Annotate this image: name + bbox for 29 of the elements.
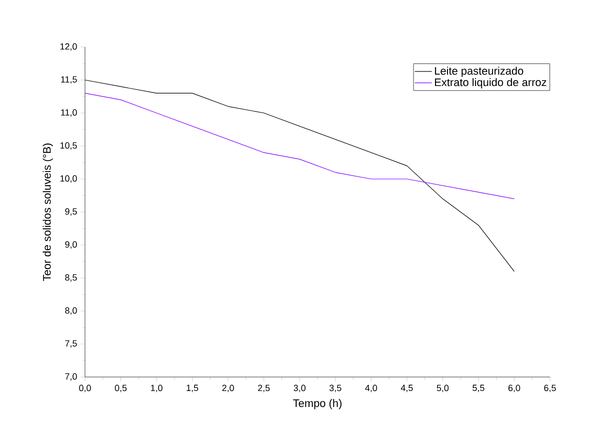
y-tick-label: 7,0 — [65, 373, 77, 381]
legend-label: Extrato liquido de arroz — [435, 78, 546, 88]
y-tick-label: 10,0 — [60, 175, 77, 183]
x-tick-label: 1,5 — [186, 384, 198, 392]
x-tick-label: 6,0 — [508, 384, 520, 392]
x-tick-label: 2,0 — [222, 384, 234, 392]
y-tick-label: 11,5 — [61, 76, 77, 84]
y-tick-label: 12,0 — [60, 43, 77, 51]
y-axis-title: Teor de solidos soluveis (°B) — [42, 144, 53, 281]
x-tick-label: 1,0 — [150, 384, 162, 392]
x-tick-label: 4,0 — [365, 384, 378, 392]
y-tick-label: 10,5 — [60, 142, 77, 150]
y-tick-label: 7,5 — [65, 340, 77, 348]
x-tick-label: 5,5 — [472, 384, 484, 392]
x-axis-title: Tempo (h) — [293, 399, 342, 410]
legend-label: Leite pasteurizado — [435, 66, 524, 77]
y-tick-label: 8,0 — [65, 307, 77, 315]
y-tick-label: 8,5 — [65, 274, 77, 282]
x-tick-label: 4,5 — [400, 384, 413, 392]
x-tick-label: 0,5 — [114, 384, 127, 392]
x-tick-label: 5,0 — [436, 384, 449, 392]
y-tick-label: 9,5 — [65, 208, 77, 216]
x-tick-label: 3,0 — [294, 384, 306, 392]
x-tick-label: 2,5 — [258, 384, 270, 392]
y-tick-label: 11,0 — [61, 109, 77, 117]
x-tick-label: 6,5 — [544, 384, 556, 392]
x-tick-label: 3,5 — [330, 384, 342, 392]
x-tick-label: 0,0 — [79, 384, 91, 392]
y-tick-label: 9,0 — [65, 241, 77, 249]
